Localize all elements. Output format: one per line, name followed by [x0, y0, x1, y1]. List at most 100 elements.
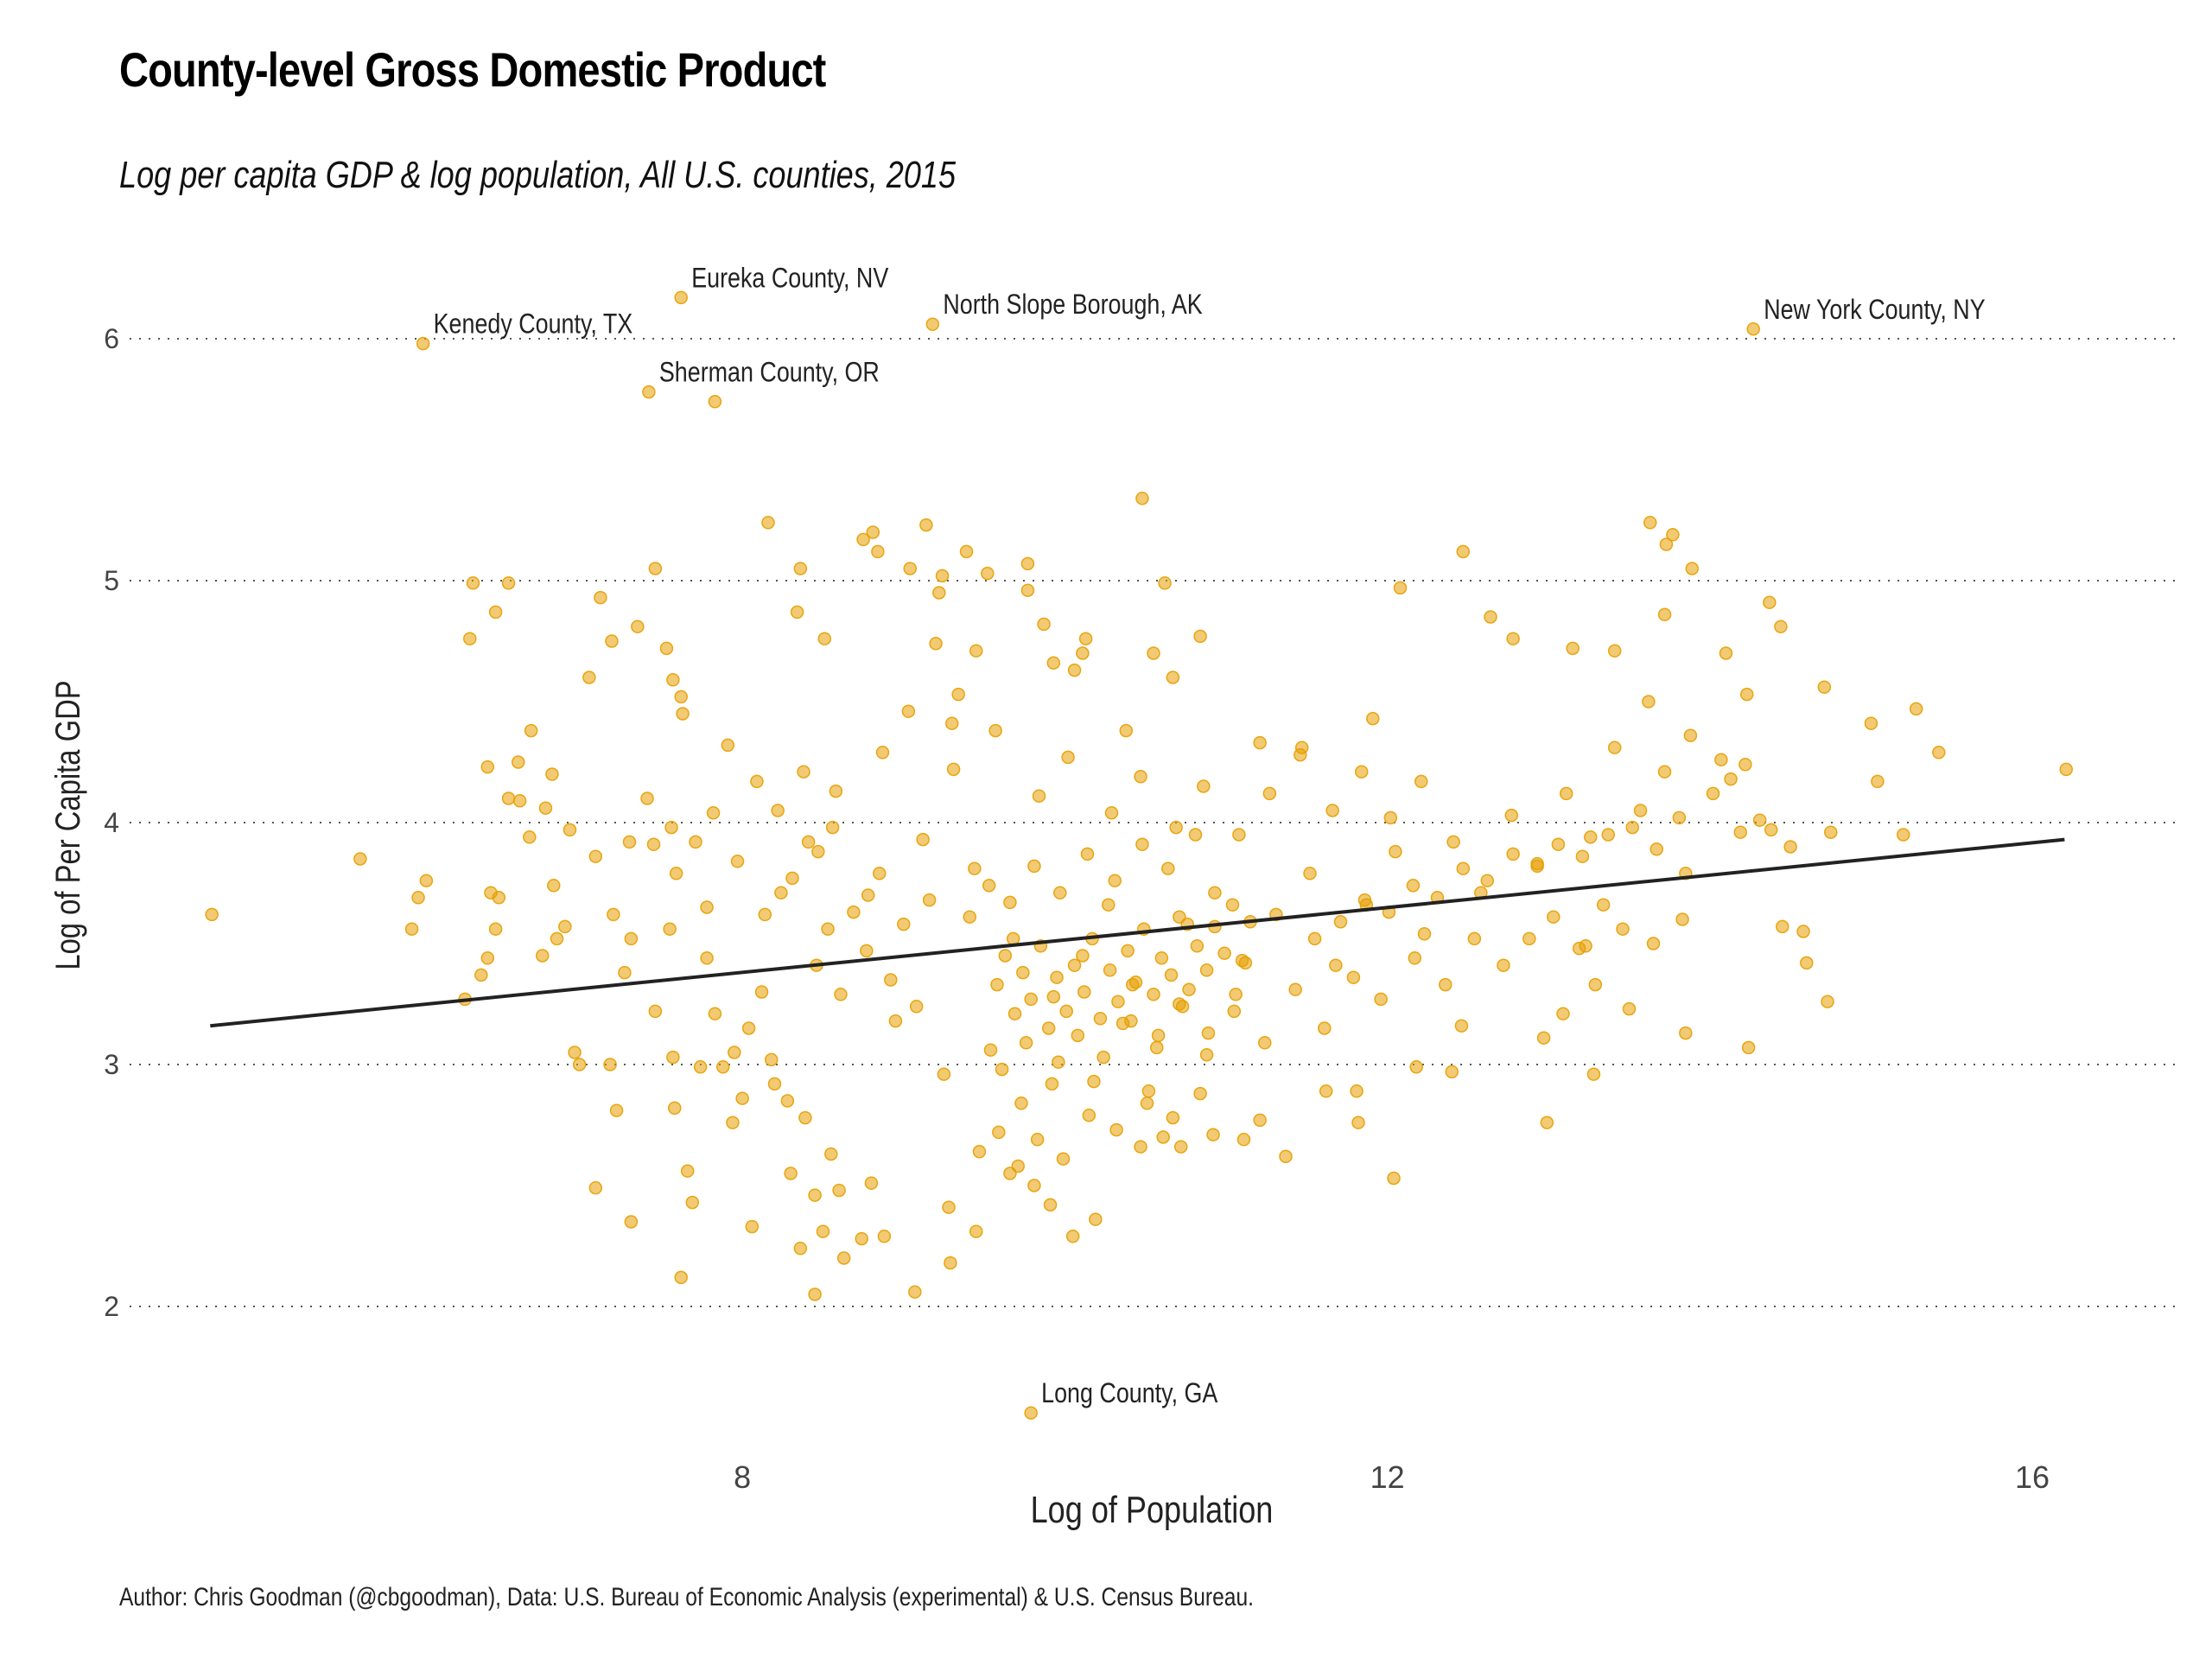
scatter-point [1607, 741, 1622, 754]
scatter-point [1383, 810, 1398, 825]
scatter-point [512, 794, 527, 808]
scatter-point [1193, 629, 1207, 644]
scatter-point [745, 1219, 760, 1234]
scatter-point [855, 1231, 868, 1246]
scatter-point [1657, 607, 1672, 621]
scatter-point [631, 620, 645, 633]
scatter-point [1020, 556, 1035, 571]
scatter-point [1897, 828, 1910, 842]
scatter-point [680, 1164, 695, 1178]
scatter-point [550, 931, 564, 946]
scatter-point [404, 922, 419, 936]
scatter-point [1104, 806, 1119, 820]
scatter-point [1622, 1001, 1637, 1016]
scatter-point [568, 1046, 582, 1059]
scatter-point [750, 774, 764, 789]
scatter-point [1333, 915, 1348, 929]
x-tick-label: 12 [1370, 1459, 1405, 1495]
scatter-point [1414, 774, 1428, 789]
scatter-point [648, 1004, 663, 1019]
scatter-point [1575, 849, 1590, 863]
scatter-point [758, 907, 772, 922]
scatter-point [929, 637, 943, 651]
scatter-point [1288, 982, 1302, 996]
scatter-point [545, 767, 559, 781]
scatter-point [466, 576, 480, 590]
scatter-point [1119, 723, 1134, 738]
scatter-point [501, 791, 516, 805]
scatter-point [1724, 772, 1738, 786]
scatter-point [1173, 910, 1186, 924]
scatter-point [780, 1094, 795, 1108]
scatter-point [1408, 951, 1422, 965]
scatter-point [1387, 1171, 1401, 1185]
scatter-point [1236, 1133, 1251, 1147]
scatter-point [784, 1166, 798, 1180]
scatter-point [1389, 844, 1402, 859]
scatter-point [685, 1195, 700, 1210]
scatter-point [811, 844, 825, 859]
scatter-point [1158, 576, 1172, 590]
scatter-point [1007, 1007, 1022, 1020]
scatter-point [572, 1058, 587, 1071]
scatter-point [771, 804, 785, 817]
scatter-point [903, 562, 917, 575]
scatter-point [708, 395, 722, 409]
scatter-point [767, 1077, 782, 1091]
scatter-point [1675, 912, 1689, 926]
scatter-point [761, 516, 775, 530]
scatter-point [1134, 1140, 1147, 1154]
scatter-point [1046, 989, 1061, 1004]
scatter-point [969, 644, 983, 658]
scatter-point [946, 762, 961, 777]
scatter-point [1096, 1050, 1110, 1065]
scatter-point [801, 835, 816, 849]
scatter-point [785, 871, 799, 886]
scatter-point [1714, 753, 1728, 766]
labeled-point [925, 317, 940, 331]
scatter-point [1329, 958, 1343, 972]
scatter-point [995, 1062, 1009, 1077]
scatter-point [1659, 537, 1674, 551]
scatter-point [1199, 963, 1214, 977]
scatter-point [1530, 856, 1544, 871]
scatter-point [1824, 825, 1838, 839]
scatter-point [1065, 1230, 1080, 1243]
scatter-point [674, 690, 688, 704]
scatter-point [1657, 765, 1672, 779]
scatter-point [480, 951, 495, 965]
scatter-point [1027, 859, 1041, 874]
scatter-point [1014, 1096, 1028, 1110]
scatter-point [726, 1116, 740, 1129]
scatter-point [728, 1046, 741, 1059]
scatter-point [1393, 581, 1408, 595]
scatter-point [640, 791, 654, 805]
scatter-point [1067, 958, 1082, 972]
scatter-point [981, 566, 995, 581]
scatter-point [1596, 898, 1611, 912]
scatter-point [1932, 746, 1946, 760]
scatter-point [1504, 808, 1519, 823]
scatter-point [1583, 830, 1598, 844]
scatter-point [700, 900, 714, 914]
scatter-point [1556, 1007, 1570, 1020]
chart-title: County-level Gross Domestic Product [119, 42, 826, 97]
scatter-point [1134, 770, 1147, 784]
scatter-point [1077, 985, 1091, 999]
scatter-point [1208, 886, 1222, 899]
scatter-point [1059, 1004, 1073, 1019]
scatter-point [609, 1103, 624, 1117]
scatter-point [1719, 646, 1733, 660]
scatter-point [825, 820, 840, 835]
scatter-point [1232, 828, 1246, 842]
scatter-point [1016, 965, 1030, 980]
scatter-point [1135, 492, 1149, 505]
scatter-point [523, 830, 537, 844]
y-tick-label: 2 [104, 1291, 119, 1322]
scatter-point [735, 1091, 749, 1105]
scatter-point [1076, 949, 1090, 963]
scatter-point [1303, 867, 1317, 880]
scatter-point [793, 562, 808, 575]
scatter-point [693, 1060, 708, 1074]
